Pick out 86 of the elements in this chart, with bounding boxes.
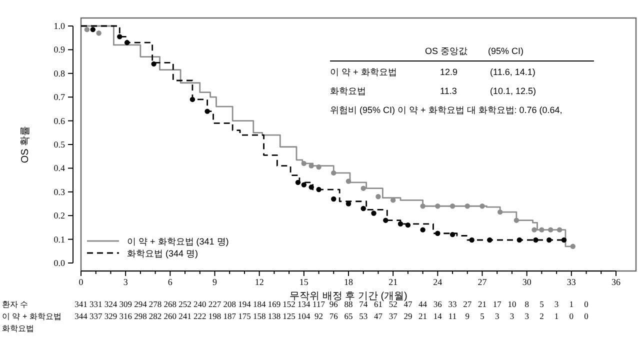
annotation: 위험비 (95% CI) 이 약 + 화학요법 대 화학요법: 0.76 (0.64, [330, 105, 562, 115]
x-tick-label: 6 [168, 277, 173, 287]
point [360, 186, 366, 191]
y-axis-title: OS 확률 [20, 126, 31, 164]
point [376, 194, 381, 200]
point [308, 184, 314, 190]
annotation: 11.3 [440, 86, 457, 96]
y-tick-label: 1.0 [54, 21, 66, 31]
point [151, 61, 156, 67]
text: 환자 수 [2, 300, 28, 309]
point [420, 204, 426, 209]
text: 이 약 + 화학요법 [2, 312, 62, 321]
x-tick-label: 36 [612, 277, 621, 287]
x-tick-label: 21 [388, 277, 398, 287]
y-tick-label: 0.4 [54, 163, 66, 174]
point [497, 209, 503, 215]
point [469, 237, 474, 243]
point [383, 218, 388, 223]
point [124, 40, 130, 46]
point [464, 204, 470, 209]
point [532, 227, 537, 232]
point [316, 186, 322, 192]
point [96, 30, 102, 36]
y-tick-label: 0.0 [54, 258, 66, 268]
x-tick-label: 33 [566, 277, 576, 287]
point [533, 237, 538, 243]
y-tick-label: 0.9 [54, 44, 66, 55]
point [190, 96, 196, 102]
point [301, 160, 307, 166]
x-tick-label: 24 [433, 277, 443, 287]
point [556, 227, 562, 232]
annotation: 이 약 + 화학요법 [330, 67, 397, 77]
y-tick-label: 0.2 [54, 210, 65, 221]
point [117, 34, 122, 40]
point [516, 237, 522, 243]
x-tick-label: 9 [212, 277, 218, 287]
annotation: OS 중앙값 [425, 46, 468, 56]
annotation: (11.6, 14.1) [490, 67, 536, 77]
point [450, 232, 456, 238]
point [371, 210, 376, 216]
annotation: (95% CI) [488, 46, 524, 56]
legend-label: 화학요법 (344 명) [127, 248, 198, 258]
x-tick-label: 12 [254, 277, 264, 287]
y-tick-label: 0.5 [54, 140, 66, 150]
y-tick-label: 0.1 [54, 234, 65, 244]
point [435, 204, 440, 209]
point [331, 170, 336, 176]
point [546, 237, 552, 243]
annotation: 화학요법 [330, 86, 366, 96]
y-tick-label: 0.3 [54, 186, 66, 197]
x-tick-label: 3 [123, 277, 128, 287]
point [346, 178, 352, 184]
point [487, 237, 492, 243]
point [331, 196, 336, 202]
point [301, 182, 307, 188]
annotation: 12.9 [440, 67, 458, 77]
x-axis-title: 무작위 배정 후 기간 (개월) [290, 291, 408, 302]
x-tick-label: 30 [522, 277, 532, 287]
point [514, 218, 520, 223]
point [398, 221, 404, 226]
point [570, 244, 576, 250]
y-tick-label: 0.8 [54, 68, 66, 78]
point [405, 222, 411, 228]
y-tick-label: 0.7 [54, 92, 66, 102]
text: 344 337 329 316 298 282 260 241 222 198 187 175 158 138 125 104 92 76 65 53 47 37 29 21 14 11 9 5 3 3 3 2 1 0 0 [74, 311, 588, 321]
y-tick-label: 0.6 [54, 116, 66, 126]
x-tick-label: 18 [344, 277, 354, 287]
legend-label: 이 약 + 화학요법 (341 명) [127, 236, 229, 246]
point [90, 26, 96, 32]
text: 화학요법 [2, 324, 34, 333]
point [561, 237, 567, 243]
point [480, 204, 485, 209]
point [548, 227, 554, 232]
x-tick-label: 27 [478, 277, 488, 287]
point [316, 164, 322, 170]
point [360, 206, 366, 212]
point [204, 108, 210, 114]
point [450, 204, 456, 209]
point [84, 26, 90, 32]
point [420, 227, 426, 232]
annotation: (10.1, 12.5) [490, 86, 536, 96]
point [435, 230, 440, 236]
x-tick-label: 0 [78, 277, 84, 287]
point [295, 180, 301, 186]
point [539, 227, 544, 232]
x-tick-label: 15 [299, 277, 309, 287]
